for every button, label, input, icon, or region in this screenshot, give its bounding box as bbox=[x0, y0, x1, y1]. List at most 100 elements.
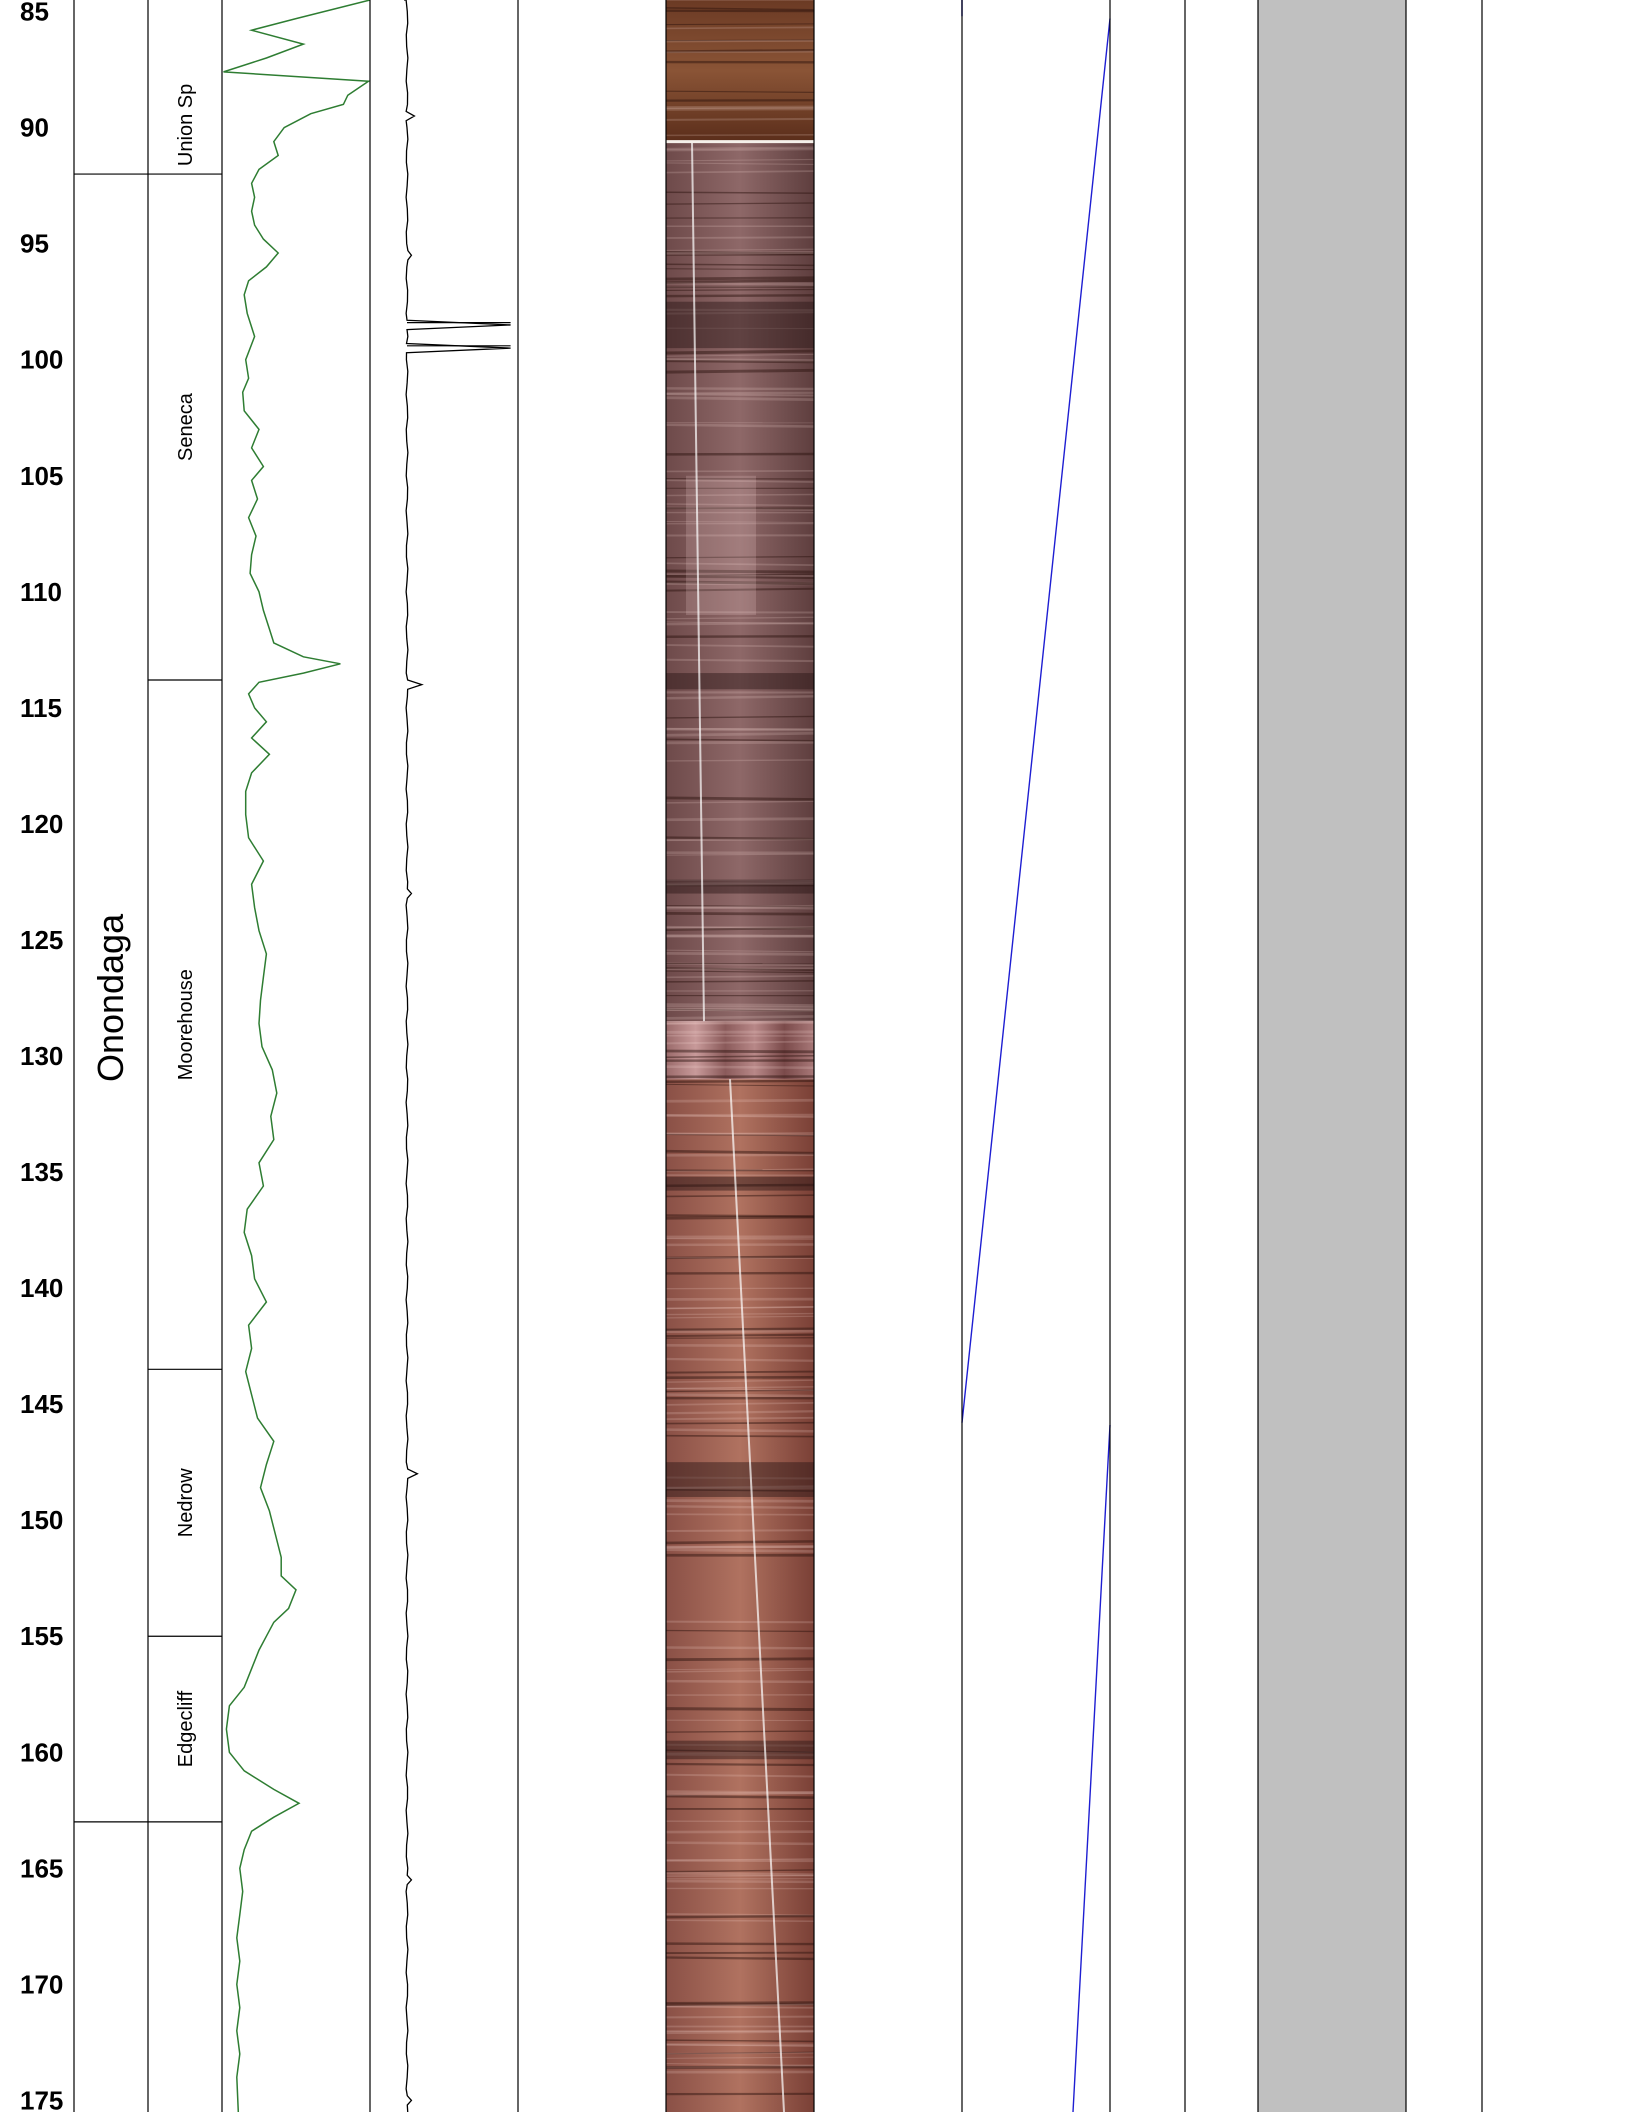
core-texture-line bbox=[665, 817, 815, 822]
core-texture-line bbox=[665, 967, 815, 971]
core-texture-line bbox=[665, 715, 815, 719]
core-section-mauve bbox=[666, 141, 814, 1022]
core-texture-line bbox=[665, 975, 815, 979]
core-texture-line bbox=[665, 470, 815, 473]
core-texture-line bbox=[665, 162, 815, 166]
core-texture-line bbox=[665, 951, 815, 956]
depth-tick-label: 85 bbox=[20, 0, 49, 27]
core-texture-line bbox=[665, 658, 815, 663]
core-texture-line bbox=[665, 1055, 815, 1058]
core-dark-band bbox=[666, 879, 814, 894]
core-texture-line bbox=[665, 2039, 815, 2043]
core-texture-line bbox=[665, 1629, 815, 1633]
core-texture-line bbox=[665, 1065, 815, 1069]
core-texture-line bbox=[665, 368, 815, 374]
core-texture-line bbox=[665, 1751, 815, 1755]
core-texture-line bbox=[665, 837, 815, 841]
core-image-track bbox=[665, 0, 815, 2112]
core-texture-line bbox=[665, 1669, 815, 1673]
core-texture-line bbox=[665, 967, 815, 971]
core-texture-line bbox=[665, 1646, 815, 1650]
depth-tick-label: 125 bbox=[20, 925, 63, 955]
core-texture-line bbox=[665, 1214, 815, 1218]
core-texture-line bbox=[665, 1869, 815, 1873]
core-texture-line bbox=[665, 1393, 815, 1398]
core-texture-line bbox=[665, 904, 815, 910]
core-texture-line bbox=[665, 107, 815, 111]
depth-tick-label: 115 bbox=[20, 693, 62, 723]
core-texture-line bbox=[665, 294, 815, 298]
core-texture-line bbox=[665, 50, 815, 54]
core-texture-line bbox=[665, 248, 815, 252]
core-texture-line bbox=[665, 1773, 815, 1778]
core-texture-line bbox=[665, 423, 815, 428]
core-texture-line bbox=[665, 170, 815, 174]
core-texture-line bbox=[665, 1183, 815, 1188]
core-texture-line bbox=[665, 117, 815, 121]
core-texture-line bbox=[665, 146, 815, 151]
core-texture-line bbox=[665, 26, 815, 30]
depth-tick-label: 160 bbox=[20, 1737, 63, 1767]
core-texture-line bbox=[665, 880, 815, 886]
core-texture-line bbox=[665, 1762, 815, 1767]
core-texture-line bbox=[665, 1370, 815, 1374]
core-texture-line bbox=[665, 1513, 815, 1516]
core-texture-line bbox=[665, 236, 815, 239]
core-texture-line bbox=[665, 695, 815, 700]
core-texture-line bbox=[665, 2044, 815, 2047]
core-texture-line bbox=[665, 1153, 815, 1157]
core-texture-line bbox=[665, 288, 815, 292]
core-texture-line bbox=[665, 1488, 815, 1492]
core-texture-line bbox=[665, 1357, 815, 1362]
core-texture-line bbox=[665, 731, 815, 737]
core-texture-line bbox=[665, 158, 815, 162]
core-texture-line bbox=[665, 250, 815, 255]
formation-label: Onondaga bbox=[90, 913, 131, 1082]
core-texture-line bbox=[665, 1133, 815, 1137]
core-texture-line bbox=[665, 1327, 815, 1331]
core-texture-line bbox=[665, 1743, 815, 1747]
depth-tick-label: 95 bbox=[20, 229, 49, 259]
core-texture-line bbox=[665, 1956, 815, 1961]
core-texture-line bbox=[665, 1079, 815, 1083]
core-texture-line bbox=[665, 503, 815, 507]
core-texture-line bbox=[665, 1794, 815, 1799]
core-texture-line bbox=[665, 1132, 815, 1136]
core-texture-line bbox=[665, 2002, 815, 2007]
depth-tick-label: 140 bbox=[20, 1273, 63, 1303]
depth-tick-label: 170 bbox=[20, 1969, 63, 1999]
core-texture-line bbox=[665, 1529, 815, 1532]
core-texture-line bbox=[665, 1168, 815, 1173]
core-texture-line bbox=[665, 580, 815, 586]
depth-tick-label: 150 bbox=[20, 1505, 63, 1535]
core-texture-line bbox=[665, 621, 815, 626]
core-texture-line bbox=[665, 281, 815, 286]
core-texture-line bbox=[665, 1008, 815, 1012]
core-texture-line bbox=[665, 479, 815, 483]
depth-tick-label: 130 bbox=[20, 1041, 63, 1071]
core-texture-line bbox=[665, 1215, 815, 1220]
core-texture-line bbox=[665, 1098, 815, 1103]
gamma-curve bbox=[223, 0, 371, 2112]
core-texture-line bbox=[665, 581, 815, 584]
depth-tick-label: 155 bbox=[20, 1621, 63, 1651]
core-texture-line bbox=[665, 1083, 815, 1087]
core-texture-line bbox=[665, 268, 815, 271]
caliper-curve bbox=[404, 0, 511, 2112]
core-texture-line bbox=[665, 393, 815, 397]
deviation-curve bbox=[961, 0, 1111, 2112]
track-frames bbox=[73, 0, 1483, 2112]
core-texture-line bbox=[665, 1006, 815, 1009]
core-texture-line bbox=[665, 2001, 815, 2005]
core-texture-line bbox=[665, 1049, 815, 1054]
core-texture-line bbox=[665, 2005, 815, 2009]
shaded-band-track bbox=[1258, 0, 1406, 2112]
core-texture-line bbox=[665, 970, 815, 974]
core-texture-line bbox=[665, 39, 815, 42]
core-texture-line bbox=[665, 738, 815, 742]
core-texture-line bbox=[665, 1194, 815, 1198]
core-texture-line bbox=[665, 1879, 815, 1884]
core-texture-line bbox=[665, 1306, 815, 1310]
core-texture-line bbox=[665, 23, 815, 26]
core-texture-line bbox=[665, 1315, 815, 1319]
